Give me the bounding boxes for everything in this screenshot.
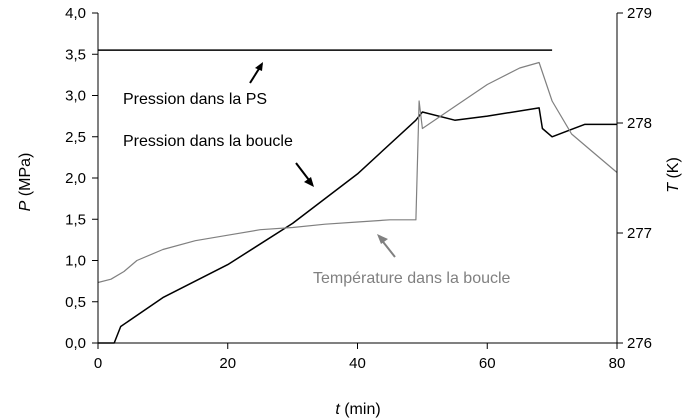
annotation-arrowhead-ps <box>255 62 263 71</box>
ticks-layer: 0 20 40 60 80 0,0 0,5 1,0 1,5 2,0 2,5 3,0 3,5 4,0 276 2… <box>65 5 652 372</box>
annotation-temperature-boucle: Température dans la boucle <box>313 270 511 287</box>
annotation-pression-boucle: Pression dans la boucle <box>123 133 293 150</box>
y-right-tick-label: 279 <box>627 5 652 22</box>
x-tick-label: 40 <box>349 355 366 372</box>
y-axis-left-title: P (MPa) <box>17 153 34 212</box>
x-axis-title: t (min) <box>335 401 380 418</box>
y-left-tick-label: 0,5 <box>65 294 86 311</box>
y-axis-right-title: T (K) <box>665 157 682 193</box>
x-tick-label: 0 <box>94 355 102 372</box>
annotation-pression-ps: Pression dans la PS <box>123 91 267 108</box>
series-layer <box>97 49 618 344</box>
y-left-tick-label: 3,5 <box>65 46 86 63</box>
y-left-tick-label: 4,0 <box>65 5 86 22</box>
x-tick-label: 20 <box>219 355 236 372</box>
x-tick-label: 80 <box>609 355 626 372</box>
x-tick-label: 60 <box>479 355 496 372</box>
series-temperature-boucle <box>97 61 618 284</box>
annotation-arrowhead-boucle <box>304 177 314 187</box>
annotations-layer: Pression dans la PS Pression dans la bou… <box>123 62 511 287</box>
y-left-tick-label: 2,5 <box>65 129 86 146</box>
y-left-tick-label: 0,0 <box>65 335 86 352</box>
y-right-tick-label: 277 <box>627 225 652 242</box>
y-left-tick-label: 3,0 <box>65 88 86 105</box>
y-right-tick-label: 276 <box>627 335 652 352</box>
y-left-tick-label: 1,5 <box>65 211 86 228</box>
y-left-tick-label: 2,0 <box>65 170 86 187</box>
y-right-tick-label: 278 <box>627 115 652 132</box>
y-left-tick-label: 1,0 <box>65 253 86 270</box>
annotation-arrowhead-temperature <box>377 234 388 244</box>
